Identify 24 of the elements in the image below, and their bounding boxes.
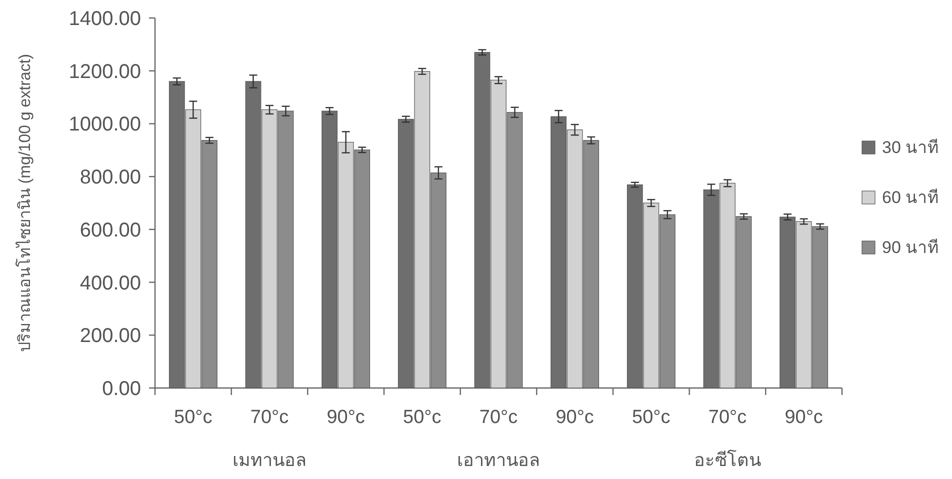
legend-label: 30 นาที bbox=[882, 138, 939, 157]
x-tick-label: 90°c bbox=[784, 407, 823, 428]
x-tick-label: 50°c bbox=[403, 407, 442, 428]
text: เอาทานอล bbox=[457, 450, 540, 470]
y-tick-label: 600.00 bbox=[80, 219, 141, 242]
x-tick-label: 70°c bbox=[708, 407, 747, 428]
legend-label: 60 นาที bbox=[882, 188, 939, 207]
y-tick-label: 400.00 bbox=[80, 272, 141, 294]
x-tick-label: 90°c bbox=[556, 407, 594, 428]
x-tick-label: 50°c bbox=[632, 407, 670, 428]
y-tick-label: 0.00 bbox=[102, 378, 141, 400]
x-tick-label: 70°c bbox=[479, 407, 518, 428]
x-tick-label: 50°c bbox=[174, 407, 212, 428]
y-tick-label: 800.00 bbox=[80, 166, 141, 189]
y-axis-title: ปริมาณแอนโทไซยานิน (mg/100 g extract) bbox=[15, 54, 34, 352]
x-tick-label: 70°c bbox=[250, 407, 289, 428]
y-tick-label: 1200.00 bbox=[68, 60, 141, 83]
text: เมทานอล bbox=[232, 450, 306, 470]
text: อะซีโตน bbox=[694, 449, 761, 470]
x-tick-label: 90°c bbox=[326, 407, 365, 428]
legend-label: 90 นาที bbox=[882, 238, 939, 257]
y-tick-label: 1000.00 bbox=[68, 114, 141, 136]
y-tick-label: 200.00 bbox=[80, 325, 141, 348]
y-tick-label: 1400.00 bbox=[68, 8, 141, 30]
